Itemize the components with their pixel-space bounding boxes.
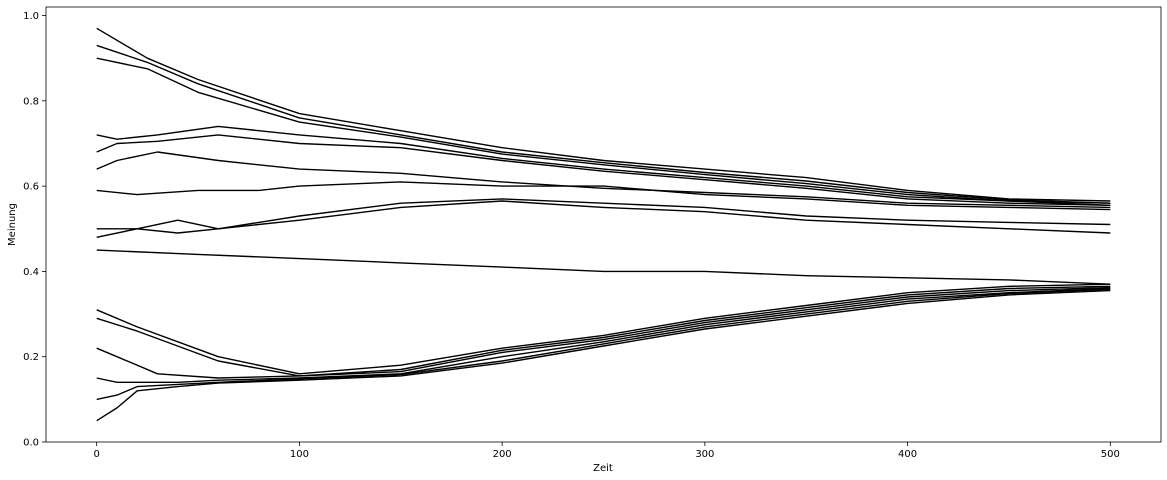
series-line-5 bbox=[96, 134, 1111, 206]
x-axis-label: Zeit bbox=[593, 463, 613, 474]
series-line-14 bbox=[96, 287, 1111, 383]
plot-frame bbox=[45, 6, 1162, 443]
lines-layer bbox=[96, 27, 1111, 422]
series-line-11 bbox=[96, 283, 1111, 375]
x-tick-label: 500 bbox=[1101, 449, 1120, 460]
series-line-16 bbox=[96, 289, 1111, 422]
x-tick-label: 100 bbox=[290, 449, 309, 460]
x-tick-label: 200 bbox=[493, 449, 512, 460]
series-line-15 bbox=[96, 288, 1111, 401]
series-line-3 bbox=[96, 57, 1111, 206]
series-line-13 bbox=[96, 286, 1111, 379]
series-line-8 bbox=[96, 198, 1111, 230]
y-tick-label: 0.8 bbox=[23, 96, 39, 107]
y-tick-label: 1.0 bbox=[23, 11, 39, 22]
series-line-2 bbox=[96, 44, 1111, 204]
y-tick-label: 0.0 bbox=[23, 438, 39, 449]
y-tick-label: 0.6 bbox=[23, 182, 39, 193]
series-line-6 bbox=[96, 151, 1111, 209]
series-line-10 bbox=[96, 249, 1111, 285]
y-axis: 0.0 0.2 0.4 0.6 0.8 1.0 bbox=[23, 11, 46, 449]
y-axis-label: Meinung bbox=[7, 203, 18, 246]
x-tick-label: 0 bbox=[93, 449, 99, 460]
series-line-1 bbox=[96, 27, 1111, 202]
series-line-4 bbox=[96, 125, 1111, 204]
x-axis: 0 100 200 300 400 500 bbox=[93, 442, 1120, 460]
y-tick-label: 0.4 bbox=[23, 267, 39, 278]
series-line-9 bbox=[96, 200, 1111, 238]
x-tick-label: 400 bbox=[898, 449, 917, 460]
series-line-12 bbox=[96, 285, 1111, 377]
y-tick-label: 0.2 bbox=[23, 352, 39, 363]
series-line-7 bbox=[96, 181, 1111, 211]
x-tick-label: 300 bbox=[695, 449, 714, 460]
